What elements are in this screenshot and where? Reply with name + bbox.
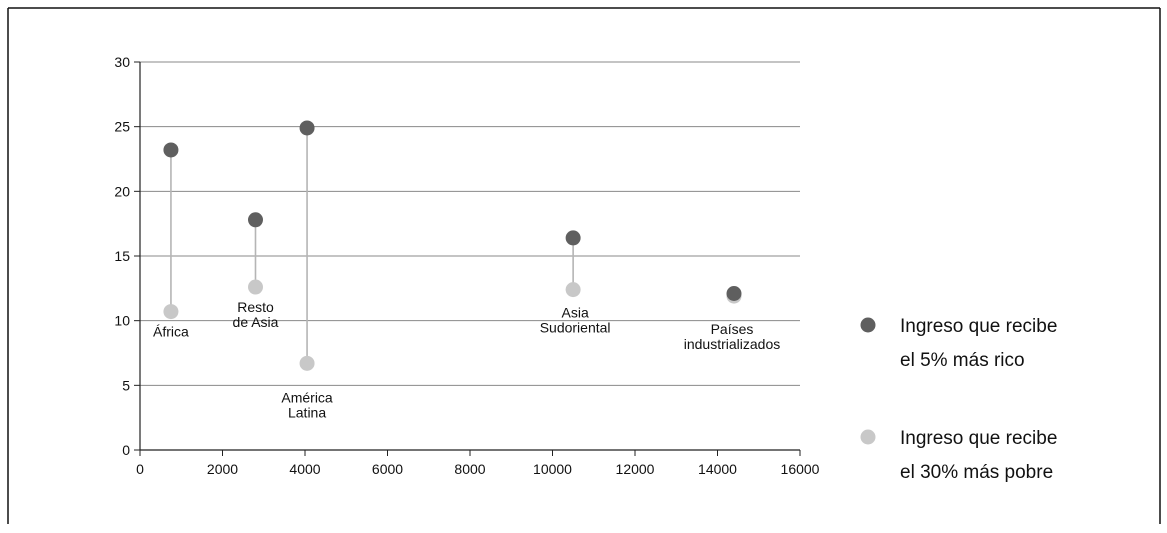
region-label-line: América <box>281 389 333 405</box>
point-richest-5 <box>163 142 179 158</box>
y-tick-labels: 0 5 10 15 20 25 30 <box>114 54 130 458</box>
region-label-line: de Asia <box>233 314 279 330</box>
x-tick-label: 2000 <box>207 461 238 477</box>
point-poorest-30 <box>248 279 263 295</box>
y-tick-label: 20 <box>114 183 130 199</box>
y-tick-label: 15 <box>114 248 130 264</box>
x-tick-label: 6000 <box>372 461 403 477</box>
legend-label-line: el 5% más rico <box>900 350 1025 371</box>
region-labels: África Resto de Asia América Latina Asia Sudor… <box>153 299 780 420</box>
grid-lines <box>140 61 800 386</box>
x-tick-label: 12000 <box>616 461 655 477</box>
region-label-line: Asia <box>562 305 589 321</box>
region-label: América Latina <box>281 389 333 420</box>
point-poorest-30 <box>163 304 179 320</box>
y-tick-label: 5 <box>122 377 130 393</box>
point-richest-5 <box>726 286 742 302</box>
point-richest-5 <box>299 120 315 136</box>
range-connectors <box>170 127 735 364</box>
point-richest-5 <box>248 212 263 228</box>
region-label-line: Países <box>711 321 754 337</box>
region-label: Asia Sudoriental <box>540 305 611 336</box>
legend-label-line: Ingreso que recibe <box>900 316 1057 337</box>
y-tick-label: 30 <box>114 54 130 70</box>
point-richest-5 <box>565 230 581 246</box>
x-tick-label: 16000 <box>781 461 820 477</box>
region-label-line: África <box>153 324 189 340</box>
legend-label-line: el 30% más pobre <box>900 462 1053 483</box>
x-tick-labels: 0 2000 4000 6000 8000 10000 12000 14000 16000 <box>136 461 820 477</box>
axes <box>134 61 801 456</box>
x-tick-label: 0 <box>136 461 144 477</box>
region-label: Países industrializados <box>684 321 781 352</box>
x-tick-label: 8000 <box>454 461 485 477</box>
legend-label: Ingreso que recibe el 30% más pobre <box>900 428 1057 483</box>
region-label: Resto de Asia <box>233 299 279 330</box>
x-tick-label: 10000 <box>533 461 572 477</box>
x-tick-label: 14000 <box>698 461 737 477</box>
point-poorest-30 <box>299 355 315 371</box>
legend-label: Ingreso que recibe el 5% más rico <box>900 316 1057 371</box>
legend-label-line: Ingreso que recibe <box>900 428 1057 449</box>
y-tick-label: 10 <box>114 313 130 329</box>
legend-marker <box>860 317 876 333</box>
point-poorest-30 <box>565 282 581 298</box>
y-tick-label: 25 <box>114 119 130 135</box>
legend-item-poorest-30: Ingreso que recibe el 30% más pobre <box>860 428 1057 483</box>
legend-item-richest-5: Ingreso que recibe el 5% más rico <box>860 316 1057 371</box>
legend: Ingreso que recibe el 5% más ricoIngreso … <box>860 316 1057 483</box>
region-label-line: Resto <box>237 299 274 315</box>
region-label-line: industrializados <box>684 336 781 352</box>
legend-marker <box>860 429 876 445</box>
data-points <box>163 120 742 371</box>
x-tick-label: 4000 <box>289 461 320 477</box>
region-label: África <box>153 324 189 340</box>
region-label-line: Latina <box>288 404 326 420</box>
y-tick-label: 0 <box>122 442 130 458</box>
region-label-line: Sudoriental <box>540 320 611 336</box>
